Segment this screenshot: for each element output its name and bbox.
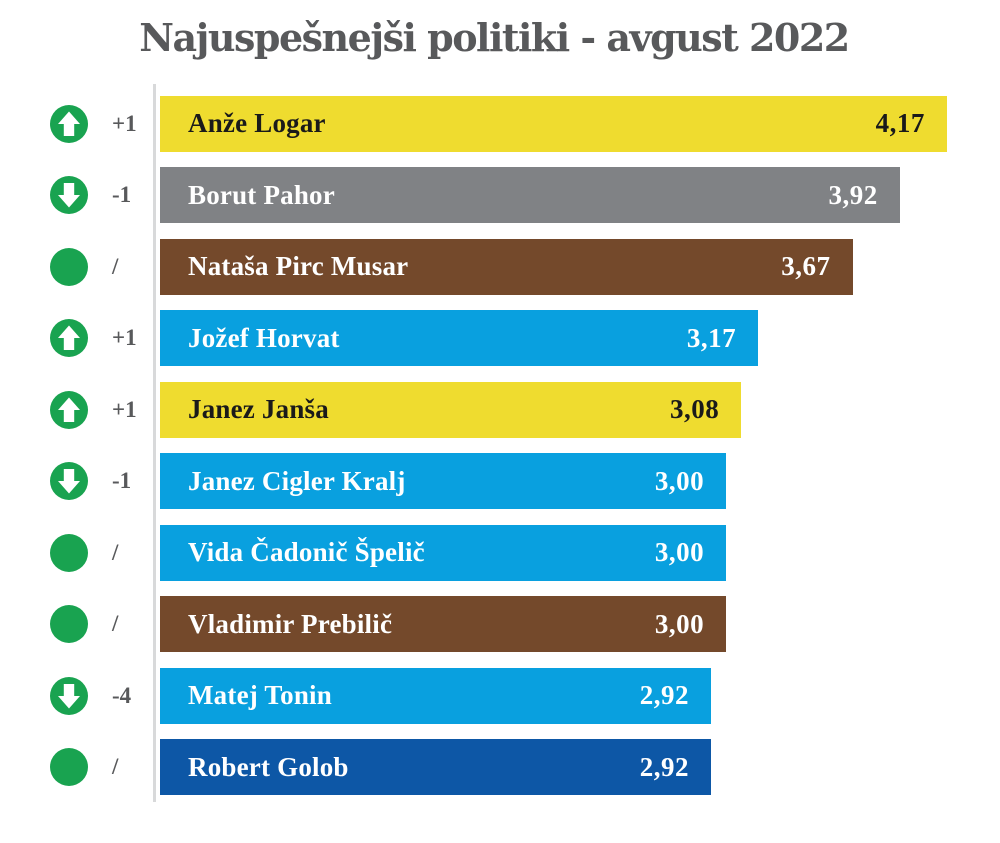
chart-row: +1 Jožef Horvat 3,17 bbox=[0, 310, 1000, 367]
rating-value: 3,00 bbox=[654, 537, 705, 568]
politician-name: Nataša Pirc Musar bbox=[188, 251, 409, 282]
rank-change-indicator: / bbox=[0, 605, 160, 644]
politician-bar: Janez Cigler Kralj 3,00 bbox=[160, 453, 727, 510]
politician-name: Robert Golob bbox=[188, 751, 349, 782]
chart-title: Najuspešnejši politiki - avgust 2022 bbox=[139, 15, 850, 60]
arrow-up-circle-icon bbox=[50, 319, 88, 358]
rating-value: 3,00 bbox=[654, 465, 705, 496]
filled-circle-icon bbox=[50, 247, 88, 286]
arrow-down-circle-icon bbox=[50, 176, 88, 215]
rating-value: 4,17 bbox=[875, 108, 925, 139]
rank-change-label: / bbox=[112, 754, 119, 780]
rank-change-label: +1 bbox=[112, 325, 137, 351]
rank-change-label: -1 bbox=[112, 182, 132, 208]
rating-value: 3,08 bbox=[669, 394, 720, 425]
rank-change-indicator: +1 bbox=[0, 390, 160, 429]
politician-bar: Vida Čadonič Špelič 3,00 bbox=[160, 524, 727, 581]
politician-bar: Anže Logar 4,17 bbox=[160, 95, 947, 152]
rank-change-label: +1 bbox=[112, 110, 137, 136]
rank-change-indicator: -4 bbox=[0, 676, 160, 715]
arrow-down-circle-icon bbox=[50, 462, 88, 501]
rank-change-indicator: / bbox=[0, 748, 160, 787]
rating-value: 3,00 bbox=[654, 608, 705, 639]
politician-bar: Janez Janša 3,08 bbox=[160, 381, 742, 438]
rank-change-indicator: -1 bbox=[0, 176, 160, 215]
chart-rows: +1 Anže Logar 4,17 -1 Borut Pahor 3,92 /… bbox=[0, 95, 1000, 796]
rating-value: 2,92 bbox=[639, 680, 689, 711]
rank-change-indicator: / bbox=[0, 533, 160, 572]
filled-circle-icon bbox=[50, 605, 88, 644]
filled-circle-icon bbox=[50, 533, 88, 572]
chart-row: / Vladimir Prebilič 3,00 bbox=[0, 596, 1000, 653]
filled-circle-icon bbox=[50, 748, 88, 787]
politician-bar: Borut Pahor 3,92 bbox=[160, 167, 900, 224]
politician-bar: Nataša Pirc Musar 3,67 bbox=[160, 238, 853, 295]
politician-name: Matej Tonin bbox=[188, 680, 332, 711]
bar-chart: +1 Anže Logar 4,17 -1 Borut Pahor 3,92 /… bbox=[0, 83, 1000, 802]
rank-change-label: +1 bbox=[112, 396, 137, 422]
rank-change-label: / bbox=[112, 253, 119, 279]
chart-row: -1 Borut Pahor 3,92 bbox=[0, 167, 1000, 224]
politician-name: Borut Pahor bbox=[188, 179, 335, 210]
arrow-up-circle-icon bbox=[50, 104, 88, 143]
chart-row: -1 Janez Cigler Kralj 3,00 bbox=[0, 453, 1000, 510]
rating-value: 3,17 bbox=[686, 322, 737, 353]
rating-value: 3,67 bbox=[781, 251, 831, 282]
chart-row: +1 Janez Janša 3,08 bbox=[0, 381, 1000, 438]
chart-row: / Nataša Pirc Musar 3,67 bbox=[0, 238, 1000, 295]
politician-name: Janez Janša bbox=[188, 394, 329, 425]
rank-change-indicator: / bbox=[0, 247, 160, 286]
chart-row: +1 Anže Logar 4,17 bbox=[0, 95, 1000, 152]
arrow-up-circle-icon bbox=[50, 390, 88, 429]
rank-change-label: -1 bbox=[112, 468, 132, 494]
rank-change-label: -4 bbox=[112, 682, 132, 708]
chart-row: / Robert Golob 2,92 bbox=[0, 739, 1000, 796]
rank-change-label: / bbox=[112, 539, 119, 565]
rating-value: 2,92 bbox=[639, 751, 689, 782]
rank-change-label: / bbox=[112, 611, 119, 637]
rank-change-indicator: +1 bbox=[0, 319, 160, 358]
rating-value: 3,92 bbox=[828, 179, 878, 210]
politician-bar: Jožef Horvat 3,17 bbox=[160, 310, 759, 367]
chart-row: / Vida Čadonič Špelič 3,00 bbox=[0, 524, 1000, 581]
politician-name: Vladimir Prebilič bbox=[188, 608, 393, 639]
politician-bar: Robert Golob 2,92 bbox=[160, 739, 711, 796]
politician-name: Jožef Horvat bbox=[188, 322, 340, 353]
rank-change-indicator: +1 bbox=[0, 104, 160, 143]
arrow-down-circle-icon bbox=[50, 676, 88, 715]
politician-bar: Vladimir Prebilič 3,00 bbox=[160, 596, 727, 653]
politician-name: Anže Logar bbox=[188, 108, 326, 139]
politician-bar: Matej Tonin 2,92 bbox=[160, 667, 711, 724]
rank-change-indicator: -1 bbox=[0, 462, 160, 501]
politician-name: Janez Cigler Kralj bbox=[188, 465, 406, 496]
baseline-axis bbox=[153, 83, 156, 802]
politician-name: Vida Čadonič Špelič bbox=[188, 537, 425, 568]
chart-row: -4 Matej Tonin 2,92 bbox=[0, 667, 1000, 724]
